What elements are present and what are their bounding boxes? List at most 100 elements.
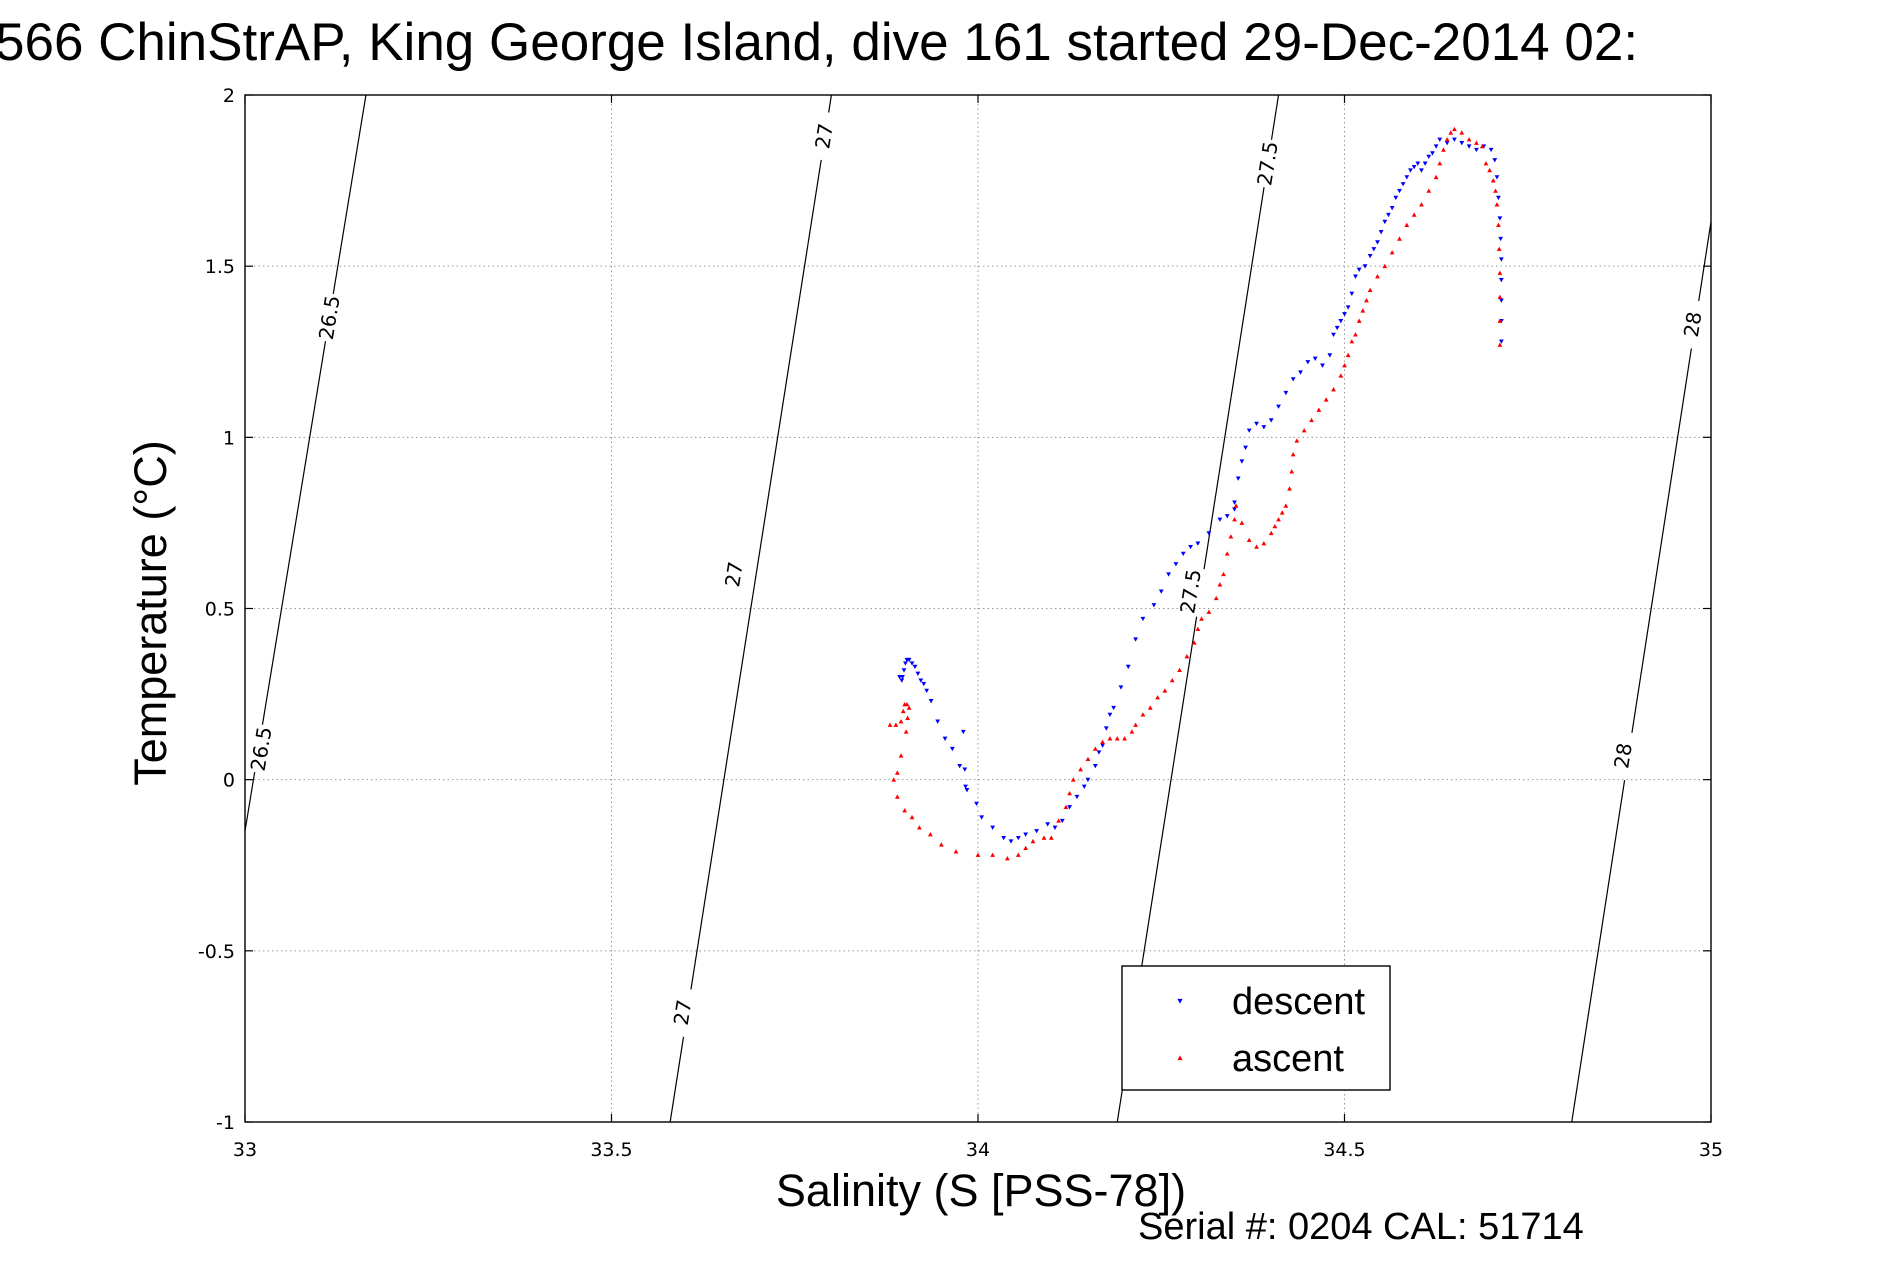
descent-point — [1367, 253, 1373, 259]
descent-point — [974, 801, 979, 807]
descent-point — [1437, 137, 1443, 142]
descent-point — [1498, 298, 1504, 303]
descent-point — [963, 784, 968, 789]
descent-point — [1378, 230, 1384, 235]
ascent-point — [1382, 263, 1388, 269]
ascent-point — [1140, 712, 1146, 717]
legend: descent ascent — [1121, 965, 1391, 1091]
ascent-point — [1497, 342, 1503, 347]
ascent-point — [1023, 845, 1029, 851]
descent-point — [962, 767, 968, 772]
descent-point — [918, 678, 924, 683]
ascent-point — [1213, 595, 1219, 601]
ascent-point — [1294, 438, 1300, 443]
ascent-point — [1085, 756, 1091, 762]
descent-point — [1001, 835, 1007, 841]
descent-point — [1023, 832, 1029, 837]
descent-point — [1320, 363, 1325, 368]
descent-point — [1290, 377, 1296, 382]
descent-point — [1362, 264, 1368, 269]
descent-point — [1298, 370, 1303, 375]
descent-point — [1356, 267, 1362, 272]
ascent-point — [1364, 298, 1369, 303]
descent-point — [1433, 144, 1439, 149]
ascent-point — [904, 701, 910, 707]
series-descent — [897, 137, 1504, 844]
descent-point — [1498, 257, 1504, 262]
ascent-point — [1162, 688, 1168, 693]
ascent-point — [1452, 126, 1457, 132]
ascent-point — [1133, 722, 1138, 727]
ascent-point — [1397, 236, 1402, 241]
density-contour-line — [245, 95, 367, 832]
density-contour-label: 27.5 — [1252, 140, 1283, 188]
descent-point — [964, 788, 970, 793]
descent-point — [1107, 712, 1113, 718]
ascent-point — [1301, 428, 1307, 433]
ascent-point — [1233, 503, 1239, 508]
legend-label-descent: descent — [1232, 981, 1366, 1023]
ascent-point — [1048, 835, 1054, 840]
descent-point — [935, 719, 941, 724]
ascent-point — [1342, 363, 1347, 368]
density-contours: 26.5 26.5 27 27 27 27.5 27.5 28 28 — [245, 95, 1711, 1122]
descent-point — [1085, 777, 1091, 783]
footer-serial-cal: Serial #: 0204 CAL: 51714 — [1138, 1206, 1584, 1248]
descent-point — [1466, 144, 1472, 149]
descent-point — [1444, 141, 1450, 146]
descent-point — [1059, 818, 1065, 824]
ascent-point — [1497, 294, 1503, 299]
ascent-point — [1015, 852, 1021, 857]
descent-point — [1375, 240, 1380, 245]
ascent-point — [894, 794, 900, 799]
descent-point — [900, 675, 905, 680]
x-tick-label: 35 — [1699, 1139, 1723, 1161]
descent-point — [1404, 175, 1410, 180]
descent-point — [1430, 151, 1435, 156]
descent-point — [1254, 421, 1259, 427]
density-contour-line — [1116, 95, 1280, 1122]
descent-point — [924, 688, 930, 694]
ascent-point — [1221, 571, 1226, 577]
ascent-point — [903, 729, 909, 734]
ascent-point — [1444, 137, 1450, 142]
descent-point — [1096, 750, 1102, 755]
descent-point — [1246, 428, 1252, 433]
descent-point — [903, 661, 908, 666]
y-tick-label: 2 — [223, 85, 235, 107]
ascent-point — [1490, 178, 1496, 183]
descent-point — [1400, 182, 1406, 187]
legend-label-ascent: ascent — [1232, 1038, 1344, 1080]
ascent-point — [1404, 222, 1410, 228]
ascent-point — [1114, 736, 1120, 741]
ascent-point — [1474, 140, 1479, 145]
ascent-point — [1448, 130, 1454, 135]
descent-point — [1338, 319, 1344, 324]
descent-point — [1034, 829, 1040, 834]
descent-point — [1232, 500, 1237, 505]
descent-point — [1239, 459, 1245, 464]
ascent-point — [906, 705, 912, 710]
descent-point — [1305, 360, 1311, 365]
ascent-point — [1041, 835, 1047, 840]
ascent-point — [1169, 677, 1175, 683]
ascent-point — [1338, 373, 1344, 378]
ascent-point — [1389, 250, 1395, 255]
descent-point — [1397, 188, 1402, 194]
ascent-point — [1349, 339, 1355, 344]
ascent-point — [1375, 274, 1380, 279]
descent-point — [1498, 339, 1504, 344]
chart-title: 566 ChinStrAP, King George Island, dive … — [0, 13, 1638, 72]
descent-point — [1052, 825, 1058, 830]
ascent-point — [1147, 705, 1153, 710]
ascent-point — [1129, 729, 1135, 734]
descent-point — [1173, 562, 1179, 567]
ascent-point — [1433, 174, 1439, 180]
descent-point — [1342, 312, 1347, 317]
ascent-point — [1290, 452, 1296, 457]
descent-point — [1100, 743, 1106, 748]
descent-point — [1074, 794, 1080, 800]
ascent-point — [1466, 137, 1472, 142]
ascent-point — [953, 849, 959, 854]
